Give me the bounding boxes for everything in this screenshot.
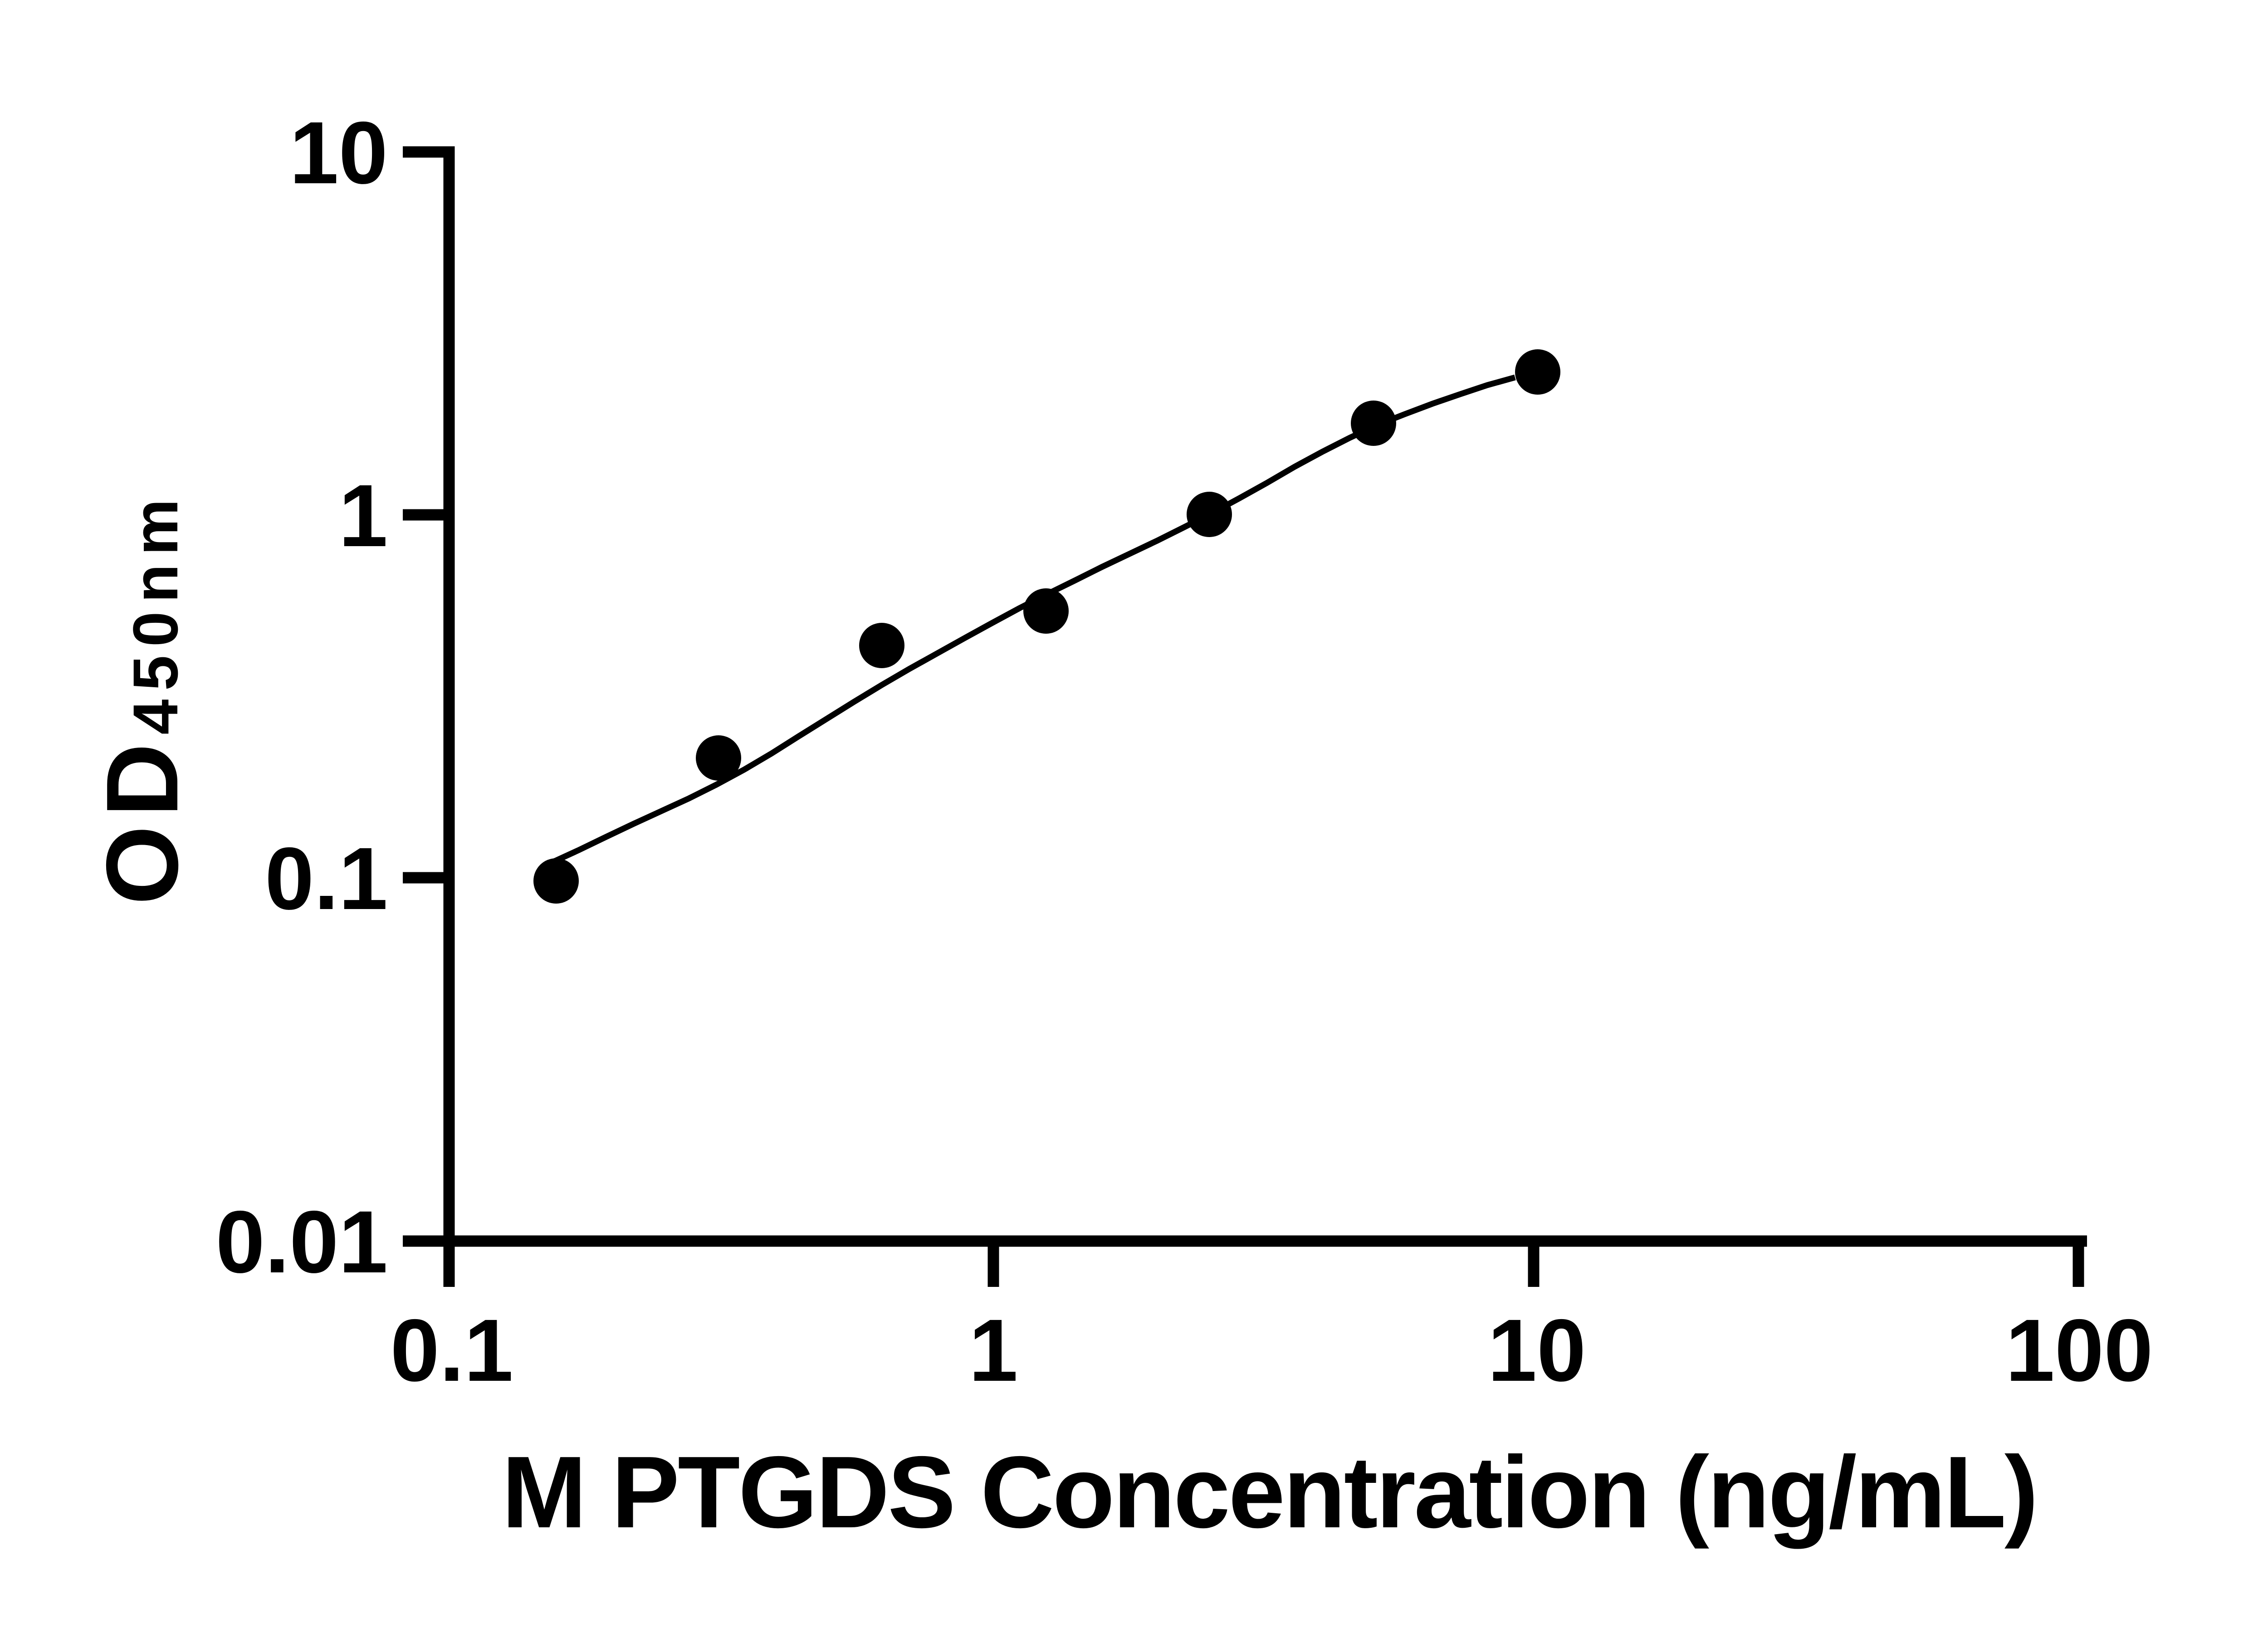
svg-text:0.1: 0.1 — [265, 829, 388, 928]
svg-text:M PTGDS Concentration (ng/mL): M PTGDS Concentration (ng/mL) — [502, 1435, 2037, 1549]
svg-text:10: 10 — [289, 103, 388, 202]
svg-text:100: 100 — [2005, 1301, 2153, 1400]
svg-text:0.01: 0.01 — [215, 1193, 388, 1291]
svg-text:1: 1 — [969, 1301, 1018, 1400]
svg-text:10: 10 — [1488, 1301, 1586, 1400]
svg-text:0.1: 0.1 — [390, 1301, 513, 1400]
svg-text:1: 1 — [339, 466, 388, 565]
svg-text:OD450nm: OD450nm — [85, 490, 199, 905]
